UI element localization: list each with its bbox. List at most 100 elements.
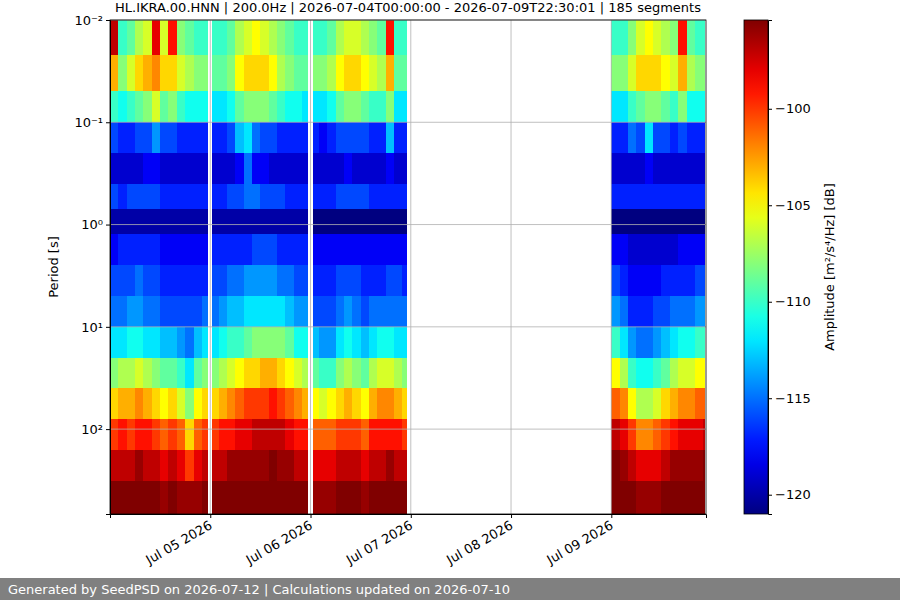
- cell: [127, 122, 135, 153]
- cell: [386, 388, 394, 419]
- cell: [152, 296, 160, 327]
- cell: [377, 265, 385, 296]
- cell: [319, 419, 327, 450]
- tick-mark: [768, 205, 772, 206]
- cell: [185, 234, 193, 265]
- cell: [394, 358, 402, 389]
- cell: [386, 122, 394, 153]
- cell: [135, 481, 143, 514]
- cell: [185, 296, 193, 327]
- cell: [687, 234, 695, 265]
- cell: [127, 388, 135, 419]
- cell: [160, 122, 168, 153]
- cell: [168, 327, 176, 358]
- cell: [177, 122, 185, 153]
- cell: [227, 55, 235, 91]
- cell: [661, 153, 669, 184]
- cell: [611, 153, 619, 184]
- cell: [377, 419, 385, 450]
- cell: [202, 296, 208, 327]
- cell: [227, 450, 235, 481]
- cell: [269, 265, 277, 296]
- cell: [252, 153, 260, 184]
- cell: [703, 358, 705, 389]
- cell: [653, 358, 661, 389]
- cell: [377, 55, 385, 91]
- cell: [219, 55, 227, 91]
- cell: [313, 55, 319, 91]
- cell: [313, 122, 319, 153]
- cell: [168, 209, 176, 235]
- cell: [285, 209, 293, 235]
- cell: [285, 184, 293, 209]
- tick: −115: [768, 391, 811, 406]
- cell: [135, 55, 143, 91]
- cell: [110, 153, 118, 184]
- cell: [336, 450, 344, 481]
- cell: [670, 296, 678, 327]
- cell: [703, 91, 705, 122]
- cell: [386, 419, 394, 450]
- cell: [302, 91, 308, 122]
- cell: [135, 450, 143, 481]
- cell: [653, 234, 661, 265]
- cell: [285, 122, 293, 153]
- cell: [269, 20, 277, 55]
- cell: [394, 265, 402, 296]
- cell: [636, 184, 644, 209]
- cell: [703, 20, 705, 55]
- cell: [352, 327, 360, 358]
- cell: [177, 91, 185, 122]
- cell: [235, 153, 243, 184]
- cell: [127, 419, 135, 450]
- cell: [152, 265, 160, 296]
- cell: [361, 122, 369, 153]
- cell: [152, 209, 160, 235]
- cell: [177, 234, 185, 265]
- cell: [394, 209, 402, 235]
- cell: [394, 296, 402, 327]
- tick-mark: [106, 20, 110, 21]
- cell: [152, 122, 160, 153]
- cell: [695, 358, 703, 389]
- cell: [252, 450, 260, 481]
- cell: [327, 122, 335, 153]
- cell: [277, 20, 285, 55]
- tick: −100: [768, 101, 811, 116]
- cell: [377, 234, 385, 265]
- cell: [235, 20, 243, 55]
- cell: [235, 419, 243, 450]
- cell: [653, 55, 661, 91]
- cell: [611, 265, 619, 296]
- cell: [628, 388, 636, 419]
- cell: [611, 358, 619, 389]
- cell: [227, 481, 235, 514]
- cell: [152, 450, 160, 481]
- cell: [313, 209, 319, 235]
- cell: [678, 296, 686, 327]
- cell: [645, 209, 653, 235]
- cell: [202, 388, 208, 419]
- cell: [394, 388, 402, 419]
- cell: [352, 450, 360, 481]
- cell: [260, 388, 268, 419]
- tick-mark: [311, 514, 312, 518]
- cell: [252, 122, 260, 153]
- cell: [135, 91, 143, 122]
- tick: 10⁰: [81, 217, 110, 232]
- tick-mark: [106, 327, 110, 328]
- cell: [628, 153, 636, 184]
- cell: [678, 358, 686, 389]
- grid-line: [511, 20, 512, 514]
- cell: [336, 388, 344, 419]
- cell: [260, 20, 268, 55]
- cell: [244, 91, 252, 122]
- cell: [235, 184, 243, 209]
- cell: [177, 388, 185, 419]
- cell: [118, 209, 126, 235]
- cell: [135, 209, 143, 235]
- cell: [369, 358, 377, 389]
- cell: [185, 419, 193, 450]
- cell: [695, 450, 703, 481]
- cell: [244, 296, 252, 327]
